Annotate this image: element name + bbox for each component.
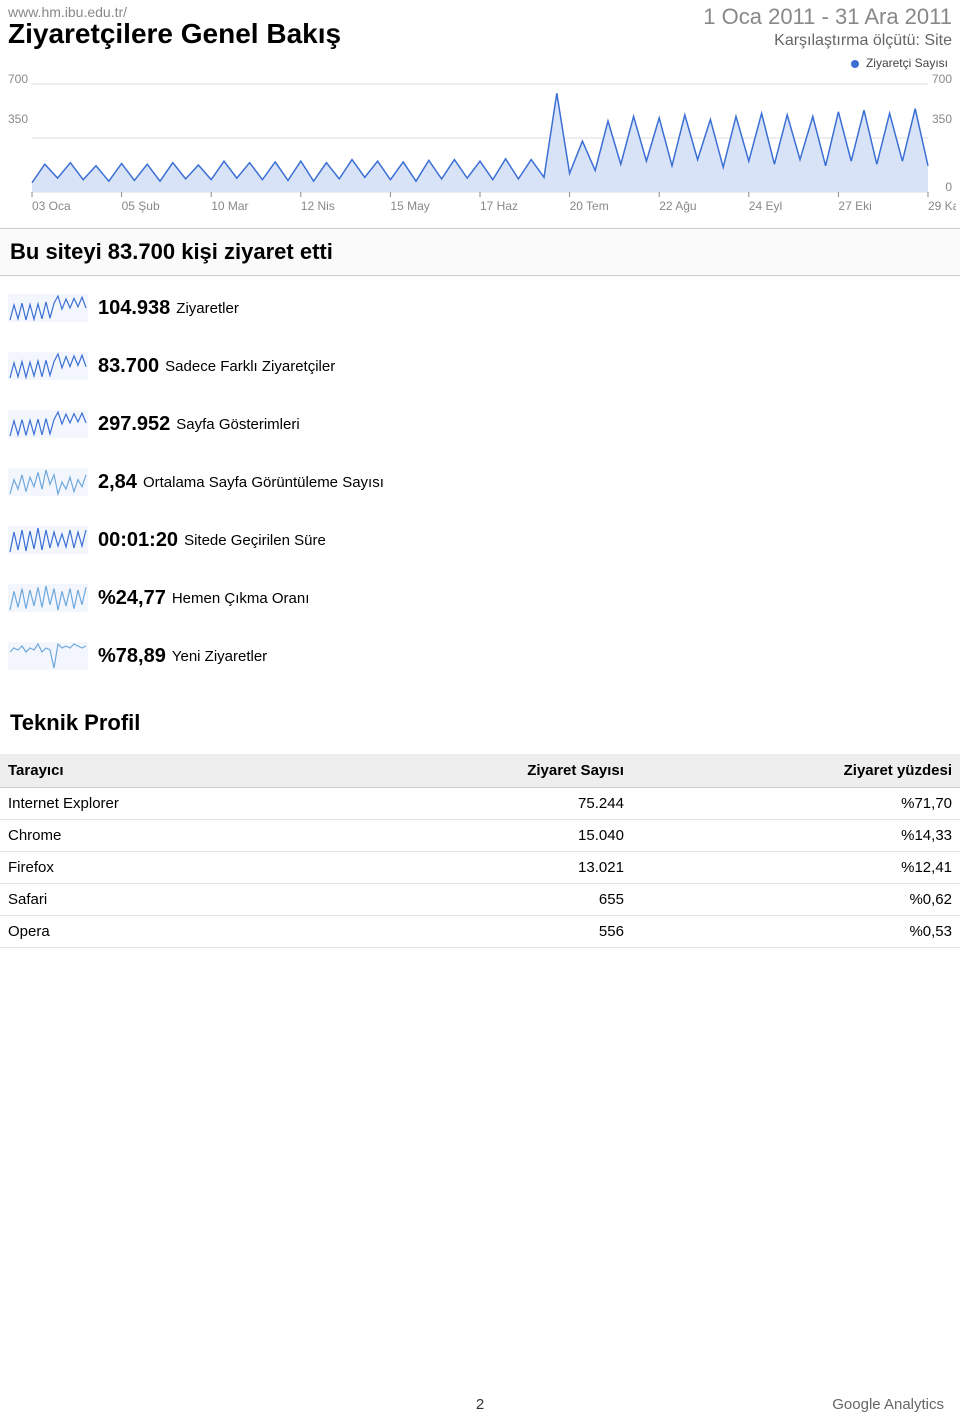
svg-text:22 Ağu: 22 Ağu	[659, 199, 696, 213]
metric-row: %78,89 Yeni Ziyaretler	[8, 642, 952, 670]
cell-percent: %0,53	[632, 916, 960, 948]
table-row: Opera556%0,53	[0, 916, 960, 948]
y-right-0: 0	[945, 180, 952, 194]
col-percent: Ziyaret yüzdesi	[632, 754, 960, 788]
metric-label: Ortalama Sayfa Görüntüleme Sayısı	[143, 474, 384, 491]
metric-row: 00:01:20 Sitede Geçirilen Süre	[8, 526, 952, 554]
metric-label: Hemen Çıkma Oranı	[172, 590, 310, 607]
compare-label: Karşılaştırma ölçütü: Site	[703, 32, 952, 50]
metric-row: 297.952 Sayfa Gösterimleri	[8, 410, 952, 438]
table-header-row: Tarayıcı Ziyaret Sayısı Ziyaret yüzdesi	[0, 754, 960, 788]
page-number: 2	[476, 1396, 484, 1413]
metric-label: Sadece Farklı Ziyaretçiler	[165, 358, 335, 375]
metric-label: Sitede Geçirilen Süre	[184, 532, 326, 549]
report-header: www.hm.ibu.edu.tr/ Ziyaretçilere Genel B…	[0, 0, 960, 50]
svg-text:27 Eki: 27 Eki	[838, 199, 871, 213]
table-row: Chrome15.040%14,33	[0, 820, 960, 852]
headline: Bu siteyi 83.700 kişi ziyaret etti	[0, 228, 960, 276]
metric-value: 297.952	[98, 413, 170, 436]
tech-profile-title: Teknik Profil	[0, 700, 960, 746]
sparkline-icon	[8, 584, 88, 612]
sparkline-icon	[8, 410, 88, 438]
y-left-350: 350	[8, 112, 28, 126]
metric-label: Yeni Ziyaretler	[172, 648, 267, 665]
metric-value: 104.938	[98, 297, 170, 320]
sparkline-icon	[8, 352, 88, 380]
metric-value: %78,89	[98, 645, 166, 668]
chart-legend: Ziyaretçi Sayısı	[0, 50, 960, 72]
metric-value: %24,77	[98, 587, 166, 610]
cell-browser: Safari	[0, 884, 335, 916]
legend-dot-icon	[851, 60, 859, 68]
metric-label: Sayfa Gösterimleri	[176, 416, 299, 433]
sparkline-icon	[8, 468, 88, 496]
main-chart-svg: 03 Oca 05 Şub 10 Mar 12 Nis 15 May 17 Haz 20 T…	[4, 72, 956, 222]
metric-row: 2,84 Ortalama Sayfa Görüntüleme Sayısı	[8, 468, 952, 496]
svg-text:03 Oca: 03 Oca	[32, 199, 71, 213]
cell-visits: 556	[335, 916, 632, 948]
footer-brand: Google Analytics	[832, 1396, 944, 1413]
table-row: Internet Explorer75.244%71,70	[0, 788, 960, 820]
cell-browser: Opera	[0, 916, 335, 948]
page-footer: 2 Google Analytics	[0, 1396, 960, 1413]
col-visits: Ziyaret Sayısı	[335, 754, 632, 788]
col-browser: Tarayıcı	[0, 754, 335, 788]
sparkline-icon	[8, 294, 88, 322]
header-right: 1 Oca 2011 - 31 Ara 2011 Karşılaştırma ö…	[703, 4, 952, 50]
svg-text:12 Nis: 12 Nis	[301, 199, 335, 213]
svg-text:15 May: 15 May	[390, 199, 429, 213]
tech-profile-table: Tarayıcı Ziyaret Sayısı Ziyaret yüzdesi …	[0, 754, 960, 948]
legend-label: Ziyaretçi Sayısı	[866, 56, 948, 70]
table-row: Safari655%0,62	[0, 884, 960, 916]
svg-text:29 Kas: 29 Kas	[928, 199, 956, 213]
svg-text:17 Haz: 17 Haz	[480, 199, 518, 213]
cell-visits: 75.244	[335, 788, 632, 820]
cell-browser: Firefox	[0, 852, 335, 884]
cell-visits: 15.040	[335, 820, 632, 852]
svg-text:05 Şub: 05 Şub	[122, 199, 160, 213]
cell-visits: 13.021	[335, 852, 632, 884]
header-left: www.hm.ibu.edu.tr/ Ziyaretçilere Genel B…	[8, 4, 341, 50]
cell-percent: %0,62	[632, 884, 960, 916]
y-right-700: 700	[932, 72, 952, 86]
svg-text:10 Mar: 10 Mar	[211, 199, 248, 213]
metric-value: 00:01:20	[98, 529, 178, 552]
cell-percent: %12,41	[632, 852, 960, 884]
cell-percent: %71,70	[632, 788, 960, 820]
metric-value: 2,84	[98, 471, 137, 494]
main-chart: 700 350 700 350 0 03 Oca 05 Şub 10 Mar 12 N…	[4, 72, 956, 222]
metric-row: 104.938 Ziyaretler	[8, 294, 952, 322]
metric-label: Ziyaretler	[176, 300, 239, 317]
sparkline-icon	[8, 642, 88, 670]
table-row: Firefox13.021%12,41	[0, 852, 960, 884]
metric-row: 83.700 Sadece Farklı Ziyaretçiler	[8, 352, 952, 380]
svg-text:20 Tem: 20 Tem	[570, 199, 609, 213]
metric-value: 83.700	[98, 355, 159, 378]
y-right-350: 350	[932, 112, 952, 126]
cell-browser: Chrome	[0, 820, 335, 852]
metrics-list: 104.938 Ziyaretler 83.700 Sadece Farklı Ziy…	[0, 294, 960, 670]
cell-percent: %14,33	[632, 820, 960, 852]
sparkline-icon	[8, 526, 88, 554]
date-range: 1 Oca 2011 - 31 Ara 2011	[703, 4, 952, 30]
page-title: Ziyaretçilere Genel Bakış	[8, 18, 341, 50]
y-left-700: 700	[8, 72, 28, 86]
metric-row: %24,77 Hemen Çıkma Oranı	[8, 584, 952, 612]
cell-visits: 655	[335, 884, 632, 916]
cell-browser: Internet Explorer	[0, 788, 335, 820]
svg-text:24 Eyl: 24 Eyl	[749, 199, 782, 213]
